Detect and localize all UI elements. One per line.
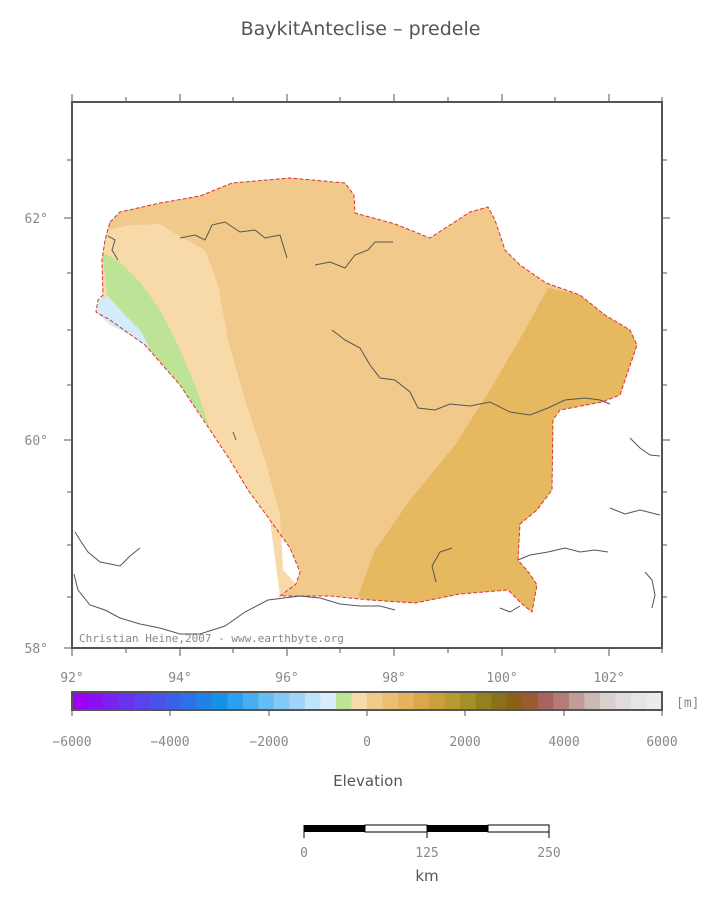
- colorbar-tick-label: 4000: [548, 735, 579, 750]
- map-border: [71, 101, 663, 649]
- scalebar-segment: [364, 824, 428, 833]
- colorbar-tick-label: −2000: [249, 735, 288, 750]
- river-east-2: [609, 507, 661, 516]
- colorbar-cell: [258, 692, 275, 710]
- lat-label-60: 60°: [25, 434, 48, 449]
- lat-label-58: 58°: [25, 642, 48, 657]
- rivers: [73, 221, 661, 635]
- lon-label-100: 100°: [486, 671, 517, 686]
- river-main: [331, 329, 611, 416]
- river-west-1: [107, 235, 119, 261]
- scalebar-segment: [427, 825, 488, 832]
- colorbar-tick-label: 0: [363, 735, 371, 750]
- colorbar-cell: [599, 692, 617, 710]
- colorbar-cell: [149, 692, 166, 710]
- map-region: [95, 177, 638, 613]
- colorbar-label: Elevation: [333, 772, 403, 790]
- colorbar-cell: [475, 692, 492, 710]
- region-outline: [95, 177, 638, 613]
- colorbar-tick-label: 6000: [646, 735, 677, 750]
- colorbar-cell: [103, 692, 120, 710]
- colorbar-cell: [460, 692, 477, 710]
- colorbar-cell: [118, 692, 135, 710]
- colorbar-cell: [615, 692, 632, 710]
- map-title: BaykitAnteclise – predele: [240, 18, 481, 40]
- colorbar-ticks: [71, 710, 663, 716]
- river-south-5: [499, 605, 521, 613]
- colorbar-cell: [304, 692, 322, 710]
- colorbar-cell: [568, 692, 585, 710]
- colorbar-cell: [522, 692, 539, 710]
- river-east-3: [644, 571, 656, 609]
- colorbar-cell: [273, 692, 290, 710]
- colorbar-tick-label: −6000: [52, 735, 91, 750]
- colorbar-cell: [87, 692, 104, 710]
- scalebar-label: 250: [537, 846, 560, 861]
- lon-label-94: 94°: [168, 671, 191, 686]
- colorbar-cell: [289, 692, 306, 710]
- colorbar-cell: [413, 692, 430, 710]
- lon-label-92: 92°: [60, 671, 83, 686]
- colorbar-cell: [491, 692, 508, 710]
- scalebar-segment: [304, 825, 365, 832]
- lat-label-62: 62°: [25, 212, 48, 227]
- river-south-2: [73, 573, 396, 635]
- river-upper: [179, 221, 288, 259]
- region-high-fill: [358, 288, 637, 612]
- colorbar-cell: [429, 692, 446, 710]
- scalebar-segment: [487, 824, 550, 833]
- river-west-2: [232, 431, 237, 441]
- map-ticks: [64, 94, 670, 656]
- region-water-fill: [96, 296, 150, 348]
- river-south-4: [517, 547, 609, 561]
- scalebar-label: 125: [415, 846, 438, 861]
- colorbar-cell: [335, 692, 353, 710]
- lon-label-96: 96°: [275, 671, 298, 686]
- river-south-1: [74, 531, 141, 567]
- colorbar-cell: [506, 692, 523, 710]
- colorbar-cell: [398, 692, 415, 710]
- colorbar-cell: [72, 692, 89, 710]
- colorbar-cell: [180, 692, 197, 710]
- scalebar-label: 0: [300, 846, 308, 861]
- colorbar: [72, 692, 663, 710]
- colorbar-cell: [134, 692, 151, 710]
- colorbar-unit: [m]: [676, 696, 699, 711]
- river-east-1: [629, 437, 661, 457]
- colorbar-cell: [584, 692, 601, 710]
- colorbar-cell: [382, 692, 399, 710]
- colorbar-cell: [227, 692, 244, 710]
- colorbar-cell: [165, 692, 182, 710]
- colorbar-cell: [242, 692, 259, 710]
- colorbar-cell: [646, 692, 663, 710]
- map-credit: Christian Heine,2007 - www.earthbyte.org: [79, 632, 344, 645]
- scalebar: [303, 824, 550, 838]
- colorbar-cell: [553, 692, 570, 710]
- colorbar-cell: [444, 692, 461, 710]
- river-south-3: [431, 547, 453, 583]
- colorbar-cell: [196, 692, 213, 710]
- scalebar-unit: km: [415, 867, 439, 885]
- colorbar-cell: [630, 692, 648, 710]
- colorbar-cell: [367, 692, 384, 710]
- colorbar-tick-label: −4000: [150, 735, 189, 750]
- colorbar-cell: [351, 692, 368, 710]
- lon-label-102: 102°: [593, 671, 624, 686]
- colorbar-cell: [211, 692, 228, 710]
- colorbar-cell: [537, 692, 554, 710]
- colorbar-tick-label: 2000: [449, 735, 480, 750]
- lon-label-98: 98°: [382, 671, 405, 686]
- river-middle: [314, 241, 393, 269]
- colorbar-cell: [320, 692, 337, 710]
- region-green-fill: [102, 252, 210, 428]
